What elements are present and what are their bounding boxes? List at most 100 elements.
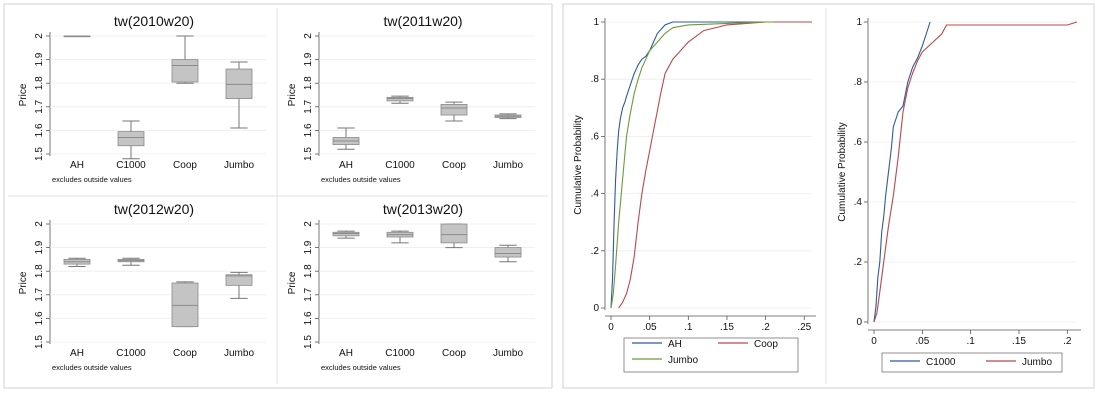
chart-title: tw(2013w20): [383, 201, 463, 217]
y-tick-label: 0: [856, 317, 862, 328]
y-tick-label: 1.9: [303, 52, 314, 66]
series-line-coop: [618, 21, 812, 309]
y-tick-label: 2: [34, 33, 45, 39]
y-tick-label: 1.8: [303, 76, 314, 90]
category-label: Coop: [173, 160, 197, 171]
y-tick-label: 1: [856, 17, 862, 28]
y-tick-label: .4: [854, 197, 863, 208]
x-tick-label: .05: [915, 336, 929, 347]
box: [225, 68, 253, 99]
box: [494, 247, 522, 258]
category-label: Coop: [442, 160, 466, 171]
y-tick-label: 0: [593, 303, 599, 314]
boxplot-panel-3: tw(2012w20) 1.5 1.6 1.7 1.8 1.9 2 Price AH C1000 C…: [18, 201, 266, 372]
x-tick-label: .2: [1063, 336, 1072, 347]
y-tick-label: 1.6: [303, 123, 314, 137]
y-tick-label: 1.8: [34, 76, 45, 90]
chart-title: tw(2010w20): [114, 13, 194, 29]
category-label: AH: [70, 160, 84, 171]
note-text: excludes outside values: [52, 175, 132, 184]
y-tick-label: .8: [854, 77, 863, 88]
legend-label: Jumbo: [668, 355, 698, 366]
note-text: excludes outside values: [321, 175, 401, 184]
x-tick-label: .2: [761, 322, 770, 333]
y-tick-label: 1.7: [34, 99, 45, 113]
x-tick-label: 0: [608, 322, 614, 333]
box: [440, 223, 468, 244]
category-label: C1000: [116, 348, 146, 359]
right-figure-frame: [562, 3, 1095, 389]
box: [225, 274, 253, 286]
category-label: Jumbo: [493, 160, 523, 171]
y-axis-label: Cumulative Probability: [573, 115, 584, 215]
legend-label: AH: [668, 339, 682, 350]
y-tick-label: .2: [854, 257, 863, 268]
x-tick-label: .1: [684, 322, 693, 333]
category-label: Jumbo: [224, 348, 254, 359]
box: [440, 104, 468, 116]
y-tick-label: 1.8: [34, 264, 45, 278]
y-tick-label: .6: [854, 137, 863, 148]
legend-label: Jumbo: [1022, 357, 1052, 368]
y-tick-label: 1.7: [303, 287, 314, 301]
y-tick-label: 1.8: [303, 264, 314, 278]
cdf-panel-2: 0 .2 .4 .6 .8 1 0 .05 .1 .15 .2 Cumulative Probabil…: [837, 17, 1081, 373]
box: [332, 231, 360, 237]
category-label: AH: [70, 348, 84, 359]
plot-region: [319, 224, 535, 342]
y-tick-label: 1.6: [303, 311, 314, 325]
cdf-panel-1: 0 .2 .4 .6 .8 1 0 .05 .1 .15 .2 .25 Cumulative Proba…: [573, 17, 816, 373]
box: [117, 131, 145, 147]
y-tick-label: .6: [591, 131, 600, 142]
category-label: Coop: [173, 348, 197, 359]
series-line-c1000: [873, 21, 931, 323]
y-tick-label: .8: [591, 74, 600, 85]
series-line-jumbo: [873, 21, 1078, 323]
note-text: excludes outside values: [321, 363, 401, 372]
y-tick-label: 2: [34, 221, 45, 227]
boxplot-panel-2: tw(2011w20) 1.5 1.6 1.7 1.8 1.9 2 Price AH C1000 C…: [287, 13, 535, 184]
note-text: excludes outside values: [52, 363, 132, 372]
y-tick-label: 1.9: [34, 52, 45, 66]
y-tick-label: 1.9: [303, 240, 314, 254]
boxplot-panel-4: tw(2013w20) 1.5 1.6 1.7 1.8 1.9 2 Price AH C1000 C…: [287, 201, 535, 372]
x-tick-label: .15: [1012, 336, 1026, 347]
legend: AH Coop Jumbo: [623, 337, 799, 373]
box: [171, 282, 199, 328]
x-tick-label: .15: [720, 322, 734, 333]
category-label: AH: [339, 348, 353, 359]
legend-label: C1000: [926, 357, 956, 368]
y-tick-label: 1.5: [34, 335, 45, 349]
category-label: C1000: [385, 160, 415, 171]
category-label: Jumbo: [224, 160, 254, 171]
category-label: AH: [339, 160, 353, 171]
x-tick-label: .25: [797, 322, 811, 333]
y-axis-label: Price: [18, 271, 29, 294]
box: [171, 59, 199, 83]
series-line-ah: [610, 21, 812, 309]
y-axis-label: Price: [287, 271, 298, 294]
y-tick-label: 1.9: [34, 240, 45, 254]
x-tick-label: .1: [966, 336, 975, 347]
y-tick-label: .4: [591, 189, 600, 200]
y-tick-label: 2: [303, 221, 314, 227]
y-tick-label: 1.5: [303, 335, 314, 349]
y-tick-label: 1.6: [34, 311, 45, 325]
category-label: C1000: [385, 348, 415, 359]
legend-label: Coop: [754, 339, 778, 350]
legend: C1000 Jumbo: [881, 352, 1063, 373]
y-tick-label: 2: [303, 33, 314, 39]
y-axis-label: Price: [287, 83, 298, 106]
y-tick-label: 1.7: [34, 287, 45, 301]
x-tick-label: 0: [871, 336, 877, 347]
series-line-jumbo: [610, 21, 774, 309]
legend-box: [881, 352, 1063, 373]
y-tick-label: .2: [591, 246, 600, 257]
y-tick-label: 1: [593, 17, 599, 28]
chart-title: tw(2011w20): [383, 13, 462, 29]
box: [386, 96, 414, 102]
y-tick-label: 1.5: [303, 147, 314, 161]
y-tick-label: 1.5: [34, 147, 45, 161]
y-axis-label: Cumulative Probability: [837, 122, 848, 222]
